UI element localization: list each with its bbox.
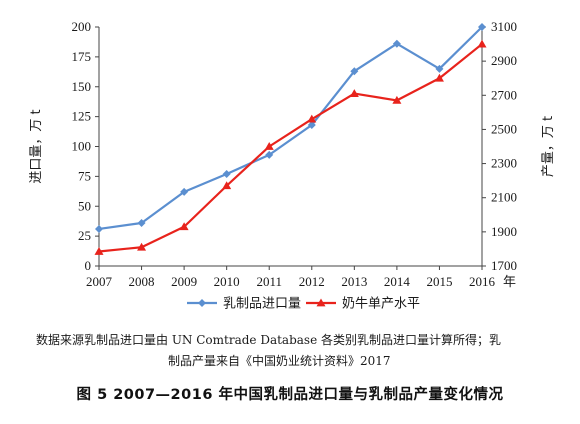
- x-tick-label: 2013: [341, 274, 367, 289]
- x-tick-label: 2012: [299, 274, 325, 289]
- series-2-point: [179, 222, 189, 231]
- left-y-tick-label: 25: [78, 228, 91, 243]
- x-tick-label: 2007: [86, 274, 113, 289]
- left-y-tick-label: 150: [72, 79, 92, 94]
- left-y-tick-label: 100: [72, 139, 92, 154]
- series-2-point: [434, 73, 444, 82]
- x-tick-label: 2010: [214, 274, 240, 289]
- right-y-tick-label: 2300: [491, 156, 517, 171]
- series-layer: [94, 23, 487, 255]
- series-1-point: [222, 169, 231, 178]
- series-2-line: [98, 43, 483, 253]
- series-2-point: [222, 181, 232, 190]
- dual-axis-line-chart: 0 25 50 75 100 125 150 175 200 1700 1900 2100 2300 25…: [29, 19, 556, 312]
- right-y-axis-title: 产量，万 t: [541, 116, 556, 177]
- figure-caption: 图 5 2007—2016 年中国乳制品进口量与乳制品产量变化情况: [76, 387, 504, 403]
- right-y-tick-label: 2100: [491, 190, 517, 205]
- left-y-tick-label: 200: [72, 19, 92, 34]
- source-note-line-1: 数据来源乳制品进口量由 UN Comtrade Database 各类别乳制品进…: [36, 333, 502, 347]
- legend-item-2-swatch-marker: [316, 298, 326, 307]
- x-tick-label: 2008: [129, 274, 155, 289]
- x-tick-label: 2014: [384, 274, 411, 289]
- left-y-tick-label: 175: [72, 49, 92, 64]
- series-1-point: [307, 120, 316, 129]
- x-tick-label: 2011: [256, 274, 282, 289]
- series-1-point: [137, 218, 146, 227]
- series-1-line: [98, 26, 483, 231]
- x-axis-unit-suffix: 年: [503, 275, 516, 290]
- legend: 乳制品进口量 奶牛单产水平: [187, 297, 420, 312]
- series-1-point: [392, 39, 401, 48]
- series-1-point: [180, 187, 189, 196]
- right-y-tick-label: 2900: [491, 53, 517, 68]
- legend-item-1-swatch-marker: [198, 299, 206, 307]
- left-y-tick-label: 0: [85, 258, 92, 273]
- legend-item-1-label: 乳制品进口量: [223, 297, 301, 312]
- source-note-line-2: 制品产量来自《中国奶业统计资料》2017: [168, 354, 391, 368]
- series-1-point: [95, 224, 103, 233]
- series-1-point: [435, 64, 444, 73]
- series-2-point: [392, 95, 402, 104]
- right-y-tick-label: 2700: [491, 87, 517, 102]
- left-y-tick-label: 75: [78, 168, 91, 183]
- series-2-point: [477, 39, 487, 48]
- series-1-point: [265, 150, 274, 159]
- series-1-point: [350, 67, 359, 76]
- series-2-point: [94, 246, 104, 255]
- right-y-tick-label: 1900: [491, 224, 517, 239]
- series-2-point: [307, 114, 317, 123]
- left-y-tick-label: 50: [78, 198, 91, 213]
- x-tick-label: 2009: [171, 274, 197, 289]
- right-y-tick-label: 3100: [491, 19, 517, 34]
- x-tick-label: 2015: [426, 274, 452, 289]
- right-y-tick-label: 1700: [491, 258, 517, 273]
- legend-item-2-label: 奶牛单产水平: [342, 297, 420, 312]
- series-2-point: [264, 142, 274, 150]
- left-y-axis-title: 进口量，万 t: [29, 109, 44, 183]
- source-note: 数据来源乳制品进口量由 UN Comtrade Database 各类别乳制品进…: [36, 330, 556, 372]
- axes: 0 25 50 75 100 125 150 175 200 1700 1900 2100 2300 25…: [29, 19, 556, 290]
- right-y-tick-label: 2500: [491, 121, 517, 136]
- left-y-tick-label: 125: [72, 109, 92, 124]
- series-2-point: [349, 89, 359, 97]
- series-2-point: [137, 242, 147, 251]
- x-tick-label: 2016: [469, 274, 496, 289]
- series-1-point: [478, 23, 486, 31]
